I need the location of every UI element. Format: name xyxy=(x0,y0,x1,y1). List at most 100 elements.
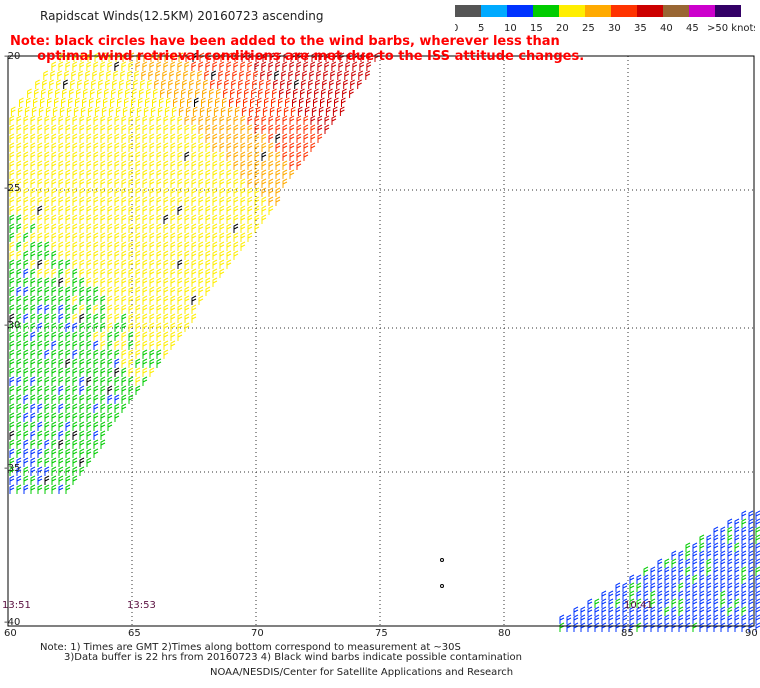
wind-barb xyxy=(198,124,204,134)
wind-barb xyxy=(142,214,148,224)
wind-barb xyxy=(44,286,50,296)
wind-barb xyxy=(720,542,726,552)
wind-barb xyxy=(149,367,155,377)
wind-barb xyxy=(86,376,92,386)
wind-barb xyxy=(156,268,162,278)
wind-barb xyxy=(44,241,50,251)
wind-barb xyxy=(126,79,131,89)
wind-barb xyxy=(706,606,712,616)
wind-barb xyxy=(245,79,250,89)
wind-barb xyxy=(65,241,71,251)
wind-barb xyxy=(37,142,43,152)
wind-barb xyxy=(159,97,164,107)
wind-barb xyxy=(240,124,246,134)
wind-barb xyxy=(219,250,225,260)
wind-barb xyxy=(587,598,593,608)
wind-barb xyxy=(107,187,113,197)
wind-barb xyxy=(37,169,43,179)
wind-barb xyxy=(261,160,267,170)
wind-barb xyxy=(142,367,148,377)
wind-barb xyxy=(51,232,57,242)
wind-barb xyxy=(44,340,50,350)
wind-barb xyxy=(219,160,225,170)
wind-barb xyxy=(145,97,150,107)
wind-barb xyxy=(93,178,99,188)
wind-barb xyxy=(117,97,122,107)
wind-barb xyxy=(240,142,246,152)
wind-barb xyxy=(258,88,263,98)
wind-barb xyxy=(9,304,15,314)
wind-barb xyxy=(734,566,740,576)
wind-barb xyxy=(615,614,621,624)
wind-barb xyxy=(184,313,190,323)
wind-barb xyxy=(58,331,64,341)
wind-barb xyxy=(23,457,29,467)
wind-barb xyxy=(163,124,169,134)
wind-barb xyxy=(184,133,190,143)
wind-barb xyxy=(177,178,183,188)
wind-barb xyxy=(671,558,677,568)
wind-barb xyxy=(65,196,71,206)
wind-barb xyxy=(177,241,183,251)
wind-barb xyxy=(254,151,260,161)
wind-barb xyxy=(16,340,22,350)
wind-barb xyxy=(146,88,151,98)
wind-barb xyxy=(163,232,169,242)
wind-barb xyxy=(292,97,297,107)
time-label-2: 13:53 xyxy=(127,600,156,611)
wind-barb xyxy=(30,214,36,224)
wind-barb xyxy=(643,590,649,600)
wind-barb xyxy=(254,115,260,125)
wind-barb xyxy=(30,142,36,152)
wind-barb xyxy=(23,196,29,206)
wind-barb xyxy=(282,124,288,134)
wind-barb xyxy=(65,160,71,170)
wind-barb xyxy=(177,313,183,323)
wind-barb xyxy=(191,295,197,305)
wind-barb xyxy=(79,394,85,404)
wind-barb xyxy=(128,124,134,134)
wind-barb xyxy=(56,79,61,89)
wind-barb xyxy=(23,448,29,458)
wind-barb xyxy=(51,430,57,440)
wind-barb xyxy=(268,196,274,206)
wind-barb xyxy=(259,79,264,89)
wind-barb xyxy=(73,106,79,116)
wind-barb xyxy=(100,430,106,440)
wind-barb xyxy=(230,88,235,98)
wind-barb xyxy=(100,214,106,224)
wind-barb xyxy=(170,223,176,233)
wind-barb xyxy=(107,358,113,368)
wind-barb xyxy=(93,439,99,449)
wind-barb xyxy=(177,286,183,296)
wind-barb xyxy=(636,606,642,616)
wind-barb xyxy=(156,358,162,368)
x-tick-85: 85 xyxy=(621,628,634,639)
wind-barb xyxy=(44,466,50,476)
wind-barb xyxy=(685,598,691,608)
wind-barb xyxy=(58,124,64,134)
wind-barb xyxy=(93,286,99,296)
wind-barb xyxy=(51,223,57,233)
wind-barb xyxy=(191,178,197,188)
wind-barb xyxy=(23,259,29,269)
wind-barb xyxy=(706,550,712,560)
wind-barb xyxy=(237,88,242,98)
wind-barb xyxy=(72,259,78,269)
x-tick-70: 70 xyxy=(251,628,264,639)
wind-barb xyxy=(755,510,760,520)
wind-barb xyxy=(23,322,29,332)
wind-barb xyxy=(16,457,22,467)
wind-barb xyxy=(121,178,127,188)
wind-barb xyxy=(226,124,232,134)
wind-barb xyxy=(253,70,259,80)
wind-barb xyxy=(268,178,274,188)
colorbar-label: 40 xyxy=(660,23,673,34)
wind-barb xyxy=(706,558,712,568)
wind-barb xyxy=(100,178,106,188)
wind-barb xyxy=(121,313,127,323)
wind-barb xyxy=(107,304,113,314)
y-tick-20: -20 xyxy=(4,51,21,62)
wind-barb xyxy=(128,61,134,71)
wind-barb xyxy=(58,484,64,494)
